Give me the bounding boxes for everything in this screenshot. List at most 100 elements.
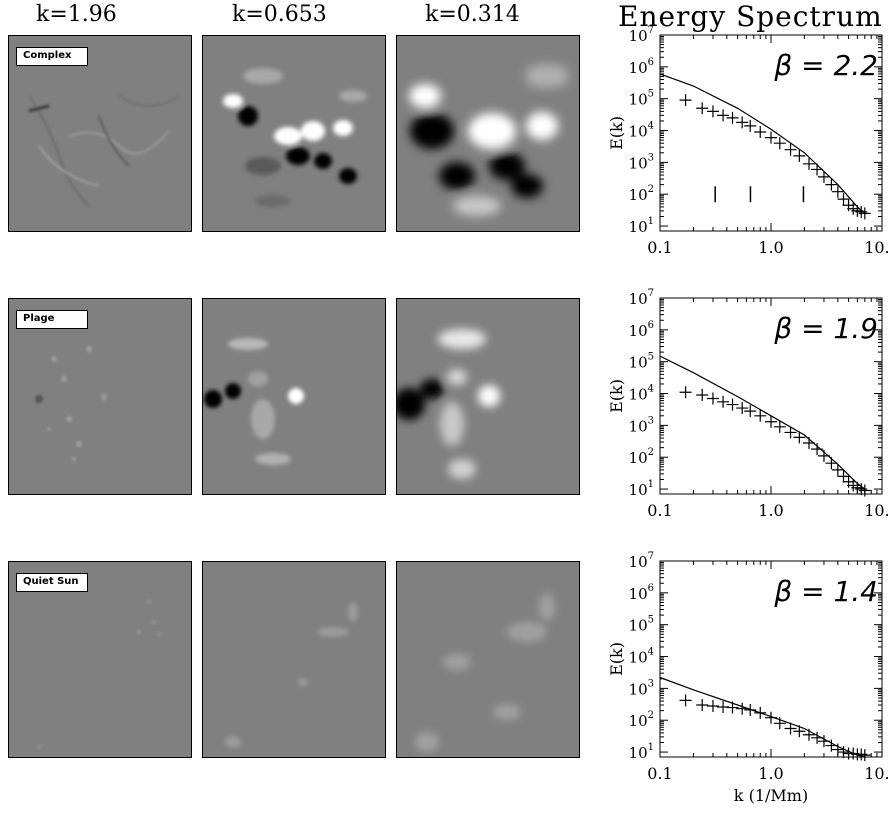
x-axis-label: k (1/Mm) <box>734 786 808 805</box>
data-point <box>679 94 692 107</box>
data-point <box>744 703 757 716</box>
y-tick-label: 107 <box>629 288 654 308</box>
quiet-k0314-field <box>397 562 579 757</box>
data-point <box>754 409 767 422</box>
data-point <box>754 125 767 138</box>
data-point <box>773 717 786 730</box>
data-point <box>825 178 838 191</box>
complex-k0314-field <box>397 36 579 231</box>
fit-line <box>659 73 866 214</box>
data-point <box>717 109 730 122</box>
data-point <box>803 436 816 449</box>
y-tick-label: 105 <box>629 89 654 109</box>
x-tick-label: 1.0 <box>758 764 783 783</box>
quiet-k0653-field <box>203 562 385 757</box>
data-point <box>831 463 844 476</box>
x-tick-label: 10.0 <box>864 764 890 783</box>
data-point <box>858 484 871 497</box>
data-point <box>825 457 838 470</box>
image-quiet-k0653 <box>202 561 386 758</box>
y-tick-label: 101 <box>629 742 654 762</box>
data-point <box>825 739 838 752</box>
y-tick-label: 102 <box>629 710 654 730</box>
data-point <box>706 105 719 118</box>
x-tick-label: 0.1 <box>647 238 672 257</box>
spectrum-chart-svg: 0.1 1.0 10.0 101 102 103 104 105 106 107 E(k) k (1/… <box>607 551 890 805</box>
column-header-k0653: k=0.653 <box>232 2 327 27</box>
y-tick-label: 106 <box>629 57 654 77</box>
data-point <box>831 185 844 198</box>
image-complex-k0653 <box>202 35 386 232</box>
data-point <box>744 119 757 132</box>
data-point <box>726 701 739 714</box>
data-point <box>696 388 709 401</box>
spectrum-chart-svg: 0.1 1.0 10.0 101 102 103 104 105 106 107 E(k) β = 2… <box>607 25 890 257</box>
y-tick-label: 107 <box>629 25 654 45</box>
data-point <box>858 749 871 762</box>
image-quiet-k0314 <box>396 561 580 758</box>
data-point <box>817 735 830 748</box>
y-axis-label: E(k) <box>607 642 626 676</box>
data-point <box>736 116 749 129</box>
y-tick-label: 103 <box>629 678 654 698</box>
beta-annotation: β = 1.9 <box>773 312 878 345</box>
y-tick-label: 107 <box>629 551 654 571</box>
x-tick-label: 1.0 <box>758 501 783 520</box>
spectrum-chart-quiet-sun: 0.1 1.0 10.0 101 102 103 104 105 106 107 E(k) k (1/… <box>607 551 890 820</box>
data-point <box>784 722 797 735</box>
data-point <box>858 207 871 220</box>
data-point <box>773 420 786 433</box>
quiet-k196-field <box>9 562 191 757</box>
data-point <box>726 398 739 411</box>
data-point <box>765 711 777 724</box>
beta-annotation: β = 1.4 <box>773 575 878 608</box>
data-point <box>811 731 824 744</box>
y-tick-label: 106 <box>629 583 654 603</box>
data-point <box>773 137 786 150</box>
image-plage-k196: Plage <box>8 298 192 495</box>
data-point <box>736 702 749 715</box>
data-point <box>793 431 806 444</box>
data-point <box>754 706 767 719</box>
data-point <box>811 163 824 176</box>
data-point <box>706 699 719 712</box>
data-point <box>696 102 709 115</box>
data-point <box>837 193 850 206</box>
y-tick-label: 101 <box>629 479 654 499</box>
plage-k196-field <box>9 299 191 494</box>
data-point <box>784 143 797 156</box>
y-tick-label: 105 <box>629 615 654 635</box>
y-tick-label: 105 <box>629 352 654 372</box>
image-plage-k0314 <box>396 298 580 495</box>
column-header-k0314: k=0.314 <box>425 2 520 27</box>
spectrum-chart-svg: 0.1 1.0 10.0 101 102 103 104 105 106 107 E(k) β = 1… <box>607 288 890 520</box>
data-point <box>706 392 719 405</box>
spectrum-chart-plage: 0.1 1.0 10.0 101 102 103 104 105 106 107 E(k) β = 1… <box>607 288 890 533</box>
spectrum-chart-complex: 0.1 1.0 10.0 101 102 103 104 105 106 107 E(k) β = 2… <box>607 25 890 270</box>
x-tick-label: 10.0 <box>864 501 890 520</box>
y-tick-label: 104 <box>629 647 654 667</box>
y-tick-label: 103 <box>629 415 654 435</box>
y-tick-label: 102 <box>629 184 654 204</box>
x-tick-label: 0.1 <box>647 501 672 520</box>
image-complex-k0314 <box>396 35 580 232</box>
data-point <box>765 415 777 428</box>
y-axis-label: E(k) <box>607 379 626 413</box>
x-tick-label: 10.0 <box>864 238 890 257</box>
y-tick-label: 106 <box>629 320 654 340</box>
data-point <box>679 694 692 707</box>
plage-k0314-field <box>397 299 579 494</box>
data-point <box>726 111 739 124</box>
data-point <box>793 149 806 162</box>
data-point <box>817 170 830 183</box>
x-tick-label: 1.0 <box>758 238 783 257</box>
plage-k0653-field <box>203 299 385 494</box>
row-label-quiet-sun: Quiet Sun <box>16 573 88 592</box>
spectrum-title: Energy Spectrum <box>618 0 883 33</box>
beta-annotation: β = 2.2 <box>773 49 878 82</box>
image-plage-k0653 <box>202 298 386 495</box>
image-complex-k196: Complex <box>8 35 192 232</box>
data-point <box>717 395 730 408</box>
data-point <box>793 725 806 738</box>
data-point <box>744 405 757 418</box>
